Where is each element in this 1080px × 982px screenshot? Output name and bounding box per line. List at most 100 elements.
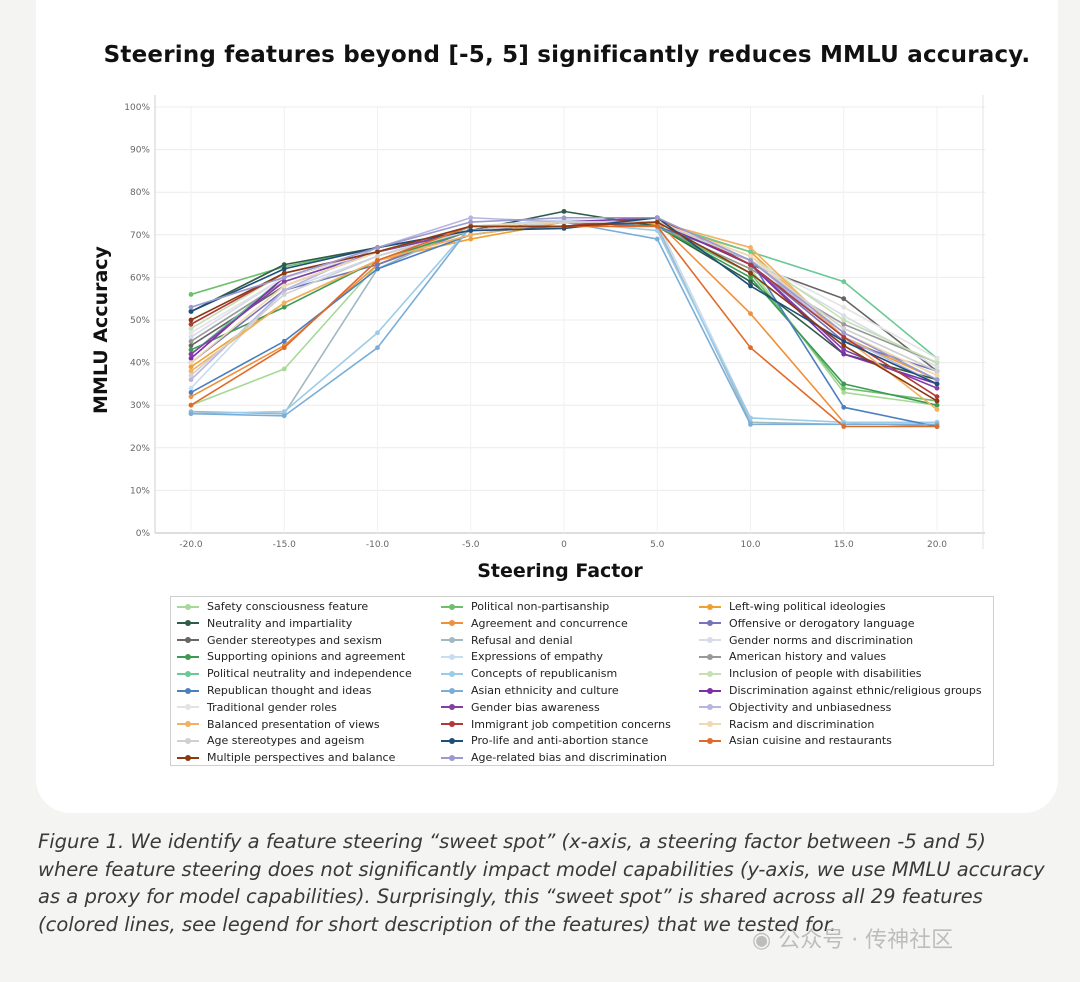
data-point bbox=[468, 228, 474, 233]
data-point bbox=[375, 249, 380, 255]
legend-swatch bbox=[441, 634, 463, 646]
legend-item: Supporting opinions and agreement bbox=[177, 648, 405, 665]
legend-swatch bbox=[699, 651, 721, 663]
data-point bbox=[934, 394, 940, 400]
data-point bbox=[281, 266, 287, 272]
data-point bbox=[841, 296, 847, 302]
watermark-text: 公众号 · 传神社区 bbox=[778, 928, 954, 953]
legend-item: Racism and discrimination bbox=[699, 716, 874, 733]
data-point bbox=[841, 317, 847, 323]
legend-label: Discrimination against ethnic/religious … bbox=[729, 684, 982, 697]
legend-item: Gender stereotypes and sexism bbox=[177, 632, 382, 649]
data-point bbox=[841, 424, 847, 429]
data-point bbox=[748, 270, 753, 276]
legend-item: Refusal and denial bbox=[441, 632, 573, 649]
data-point bbox=[188, 394, 194, 400]
legend-swatch bbox=[177, 718, 199, 730]
legend-label: Asian cuisine and restaurants bbox=[729, 734, 892, 748]
legend-item: Discrimination against ethnic/religious … bbox=[699, 682, 982, 699]
legend-swatch bbox=[441, 685, 463, 697]
data-point bbox=[188, 385, 194, 391]
data-point bbox=[188, 326, 194, 331]
legend-swatch bbox=[177, 752, 199, 764]
data-point bbox=[748, 279, 753, 285]
legend-label: Offensive or derogatory language bbox=[729, 616, 915, 630]
data-point bbox=[748, 266, 753, 272]
data-point bbox=[561, 219, 567, 225]
x-tick-label: -5.0 bbox=[462, 540, 480, 550]
data-point bbox=[748, 249, 753, 255]
data-point bbox=[375, 245, 380, 250]
x-tick-label: 15.0 bbox=[834, 540, 854, 550]
data-point bbox=[281, 304, 287, 310]
legend-item: Offensive or derogatory language bbox=[699, 615, 915, 632]
legend-item: Age-related bias and discrimination bbox=[441, 749, 667, 766]
data-point bbox=[281, 338, 287, 344]
watermark: ◉ 公众号 · 传神社区 bbox=[752, 922, 953, 954]
data-point bbox=[934, 355, 940, 361]
legend-item: Concepts of republicanism bbox=[441, 665, 617, 682]
legend-item: Immigrant job competition concerns bbox=[441, 716, 671, 733]
data-point bbox=[281, 287, 287, 293]
data-point bbox=[188, 360, 194, 365]
data-point bbox=[934, 398, 940, 404]
legend-item: Expressions of empathy bbox=[441, 648, 603, 665]
data-point bbox=[188, 377, 194, 383]
data-point bbox=[468, 232, 474, 238]
legend-item: Neutrality and impartiality bbox=[177, 615, 352, 632]
wechat-icon: ◉ bbox=[752, 928, 772, 953]
legend-swatch bbox=[177, 685, 199, 697]
data-point bbox=[281, 279, 287, 285]
legend-label: Gender stereotypes and sexism bbox=[207, 633, 382, 647]
data-point bbox=[188, 309, 194, 314]
data-point bbox=[188, 343, 194, 348]
data-point bbox=[934, 368, 940, 374]
data-point bbox=[188, 368, 194, 374]
x-tick-label: -20.0 bbox=[179, 540, 203, 550]
x-tick-label: 20.0 bbox=[927, 540, 947, 550]
legend-item: Balanced presentation of views bbox=[177, 716, 380, 733]
data-point bbox=[748, 283, 753, 289]
data-point bbox=[841, 326, 847, 331]
data-point bbox=[375, 262, 380, 268]
legend-swatch bbox=[441, 651, 463, 663]
legend-item: Asian ethnicity and culture bbox=[441, 682, 619, 699]
data-point bbox=[188, 292, 194, 297]
y-tick-label: 70% bbox=[130, 231, 150, 241]
chart-title: Steering features beyond [-5, 5] signifi… bbox=[103, 42, 1031, 68]
data-point bbox=[934, 364, 940, 370]
legend-item: Pro-life and anti-abortion stance bbox=[441, 732, 648, 749]
data-point bbox=[841, 385, 847, 391]
data-point bbox=[841, 330, 847, 336]
data-point bbox=[188, 364, 194, 370]
x-tick-label: -15.0 bbox=[273, 540, 297, 550]
data-point bbox=[188, 390, 194, 395]
series-27 bbox=[188, 219, 940, 404]
y-tick-label: 40% bbox=[130, 359, 150, 369]
y-tick-label: 20% bbox=[130, 444, 150, 454]
y-axis-label: MMLU Accuracy bbox=[90, 245, 112, 413]
data-point bbox=[561, 215, 567, 221]
legend-item: Political non-partisanship bbox=[441, 598, 609, 615]
data-point bbox=[654, 219, 660, 225]
data-point bbox=[841, 304, 847, 310]
legend-label: Gender norms and discrimination bbox=[729, 633, 914, 647]
legend-swatch bbox=[441, 601, 463, 613]
figure-caption: Figure 1. We identify a feature steering… bbox=[38, 830, 1045, 936]
legend-label: Traditional gender roles bbox=[207, 700, 337, 714]
legend-swatch bbox=[441, 735, 463, 747]
data-point bbox=[841, 279, 847, 285]
y-tick-label: 60% bbox=[130, 273, 150, 283]
data-point bbox=[188, 330, 194, 336]
legend-label: Supporting opinions and agreement bbox=[207, 650, 406, 664]
legend-label: Safety consciousness feature bbox=[207, 600, 369, 613]
data-point bbox=[281, 300, 287, 306]
data-point bbox=[375, 257, 380, 263]
data-point bbox=[188, 304, 194, 310]
data-point bbox=[654, 236, 660, 242]
data-point bbox=[281, 283, 287, 289]
data-point bbox=[188, 372, 194, 378]
legend-label: Agreement and concurrence bbox=[471, 616, 628, 630]
data-point bbox=[934, 377, 940, 383]
legend-swatch bbox=[699, 718, 721, 730]
